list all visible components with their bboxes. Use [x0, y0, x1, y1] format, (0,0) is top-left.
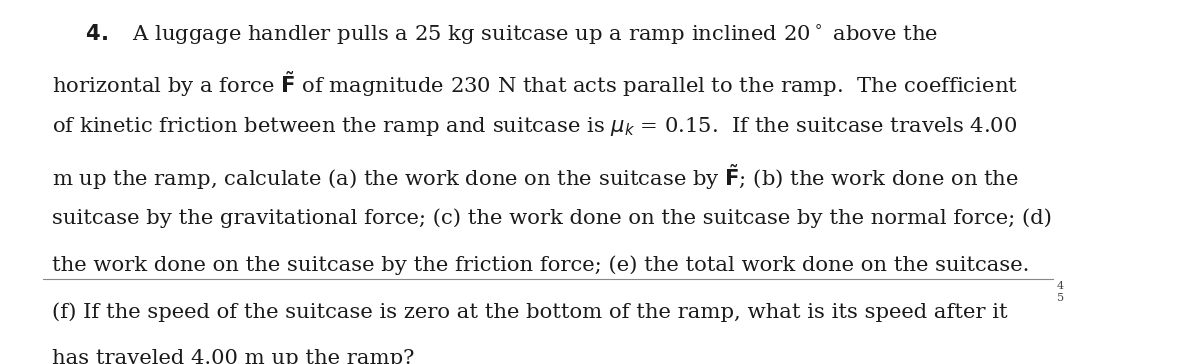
Text: has traveled 4.00 m up the ramp?: has traveled 4.00 m up the ramp? [52, 349, 414, 364]
Text: horizontal by a force $\tilde{\mathbf{F}}$ of magnitude 230 N that acts parallel: horizontal by a force $\tilde{\mathbf{F}… [52, 69, 1018, 99]
Text: suitcase by the gravitational force; (c) the work done on the suitcase by the no: suitcase by the gravitational force; (c)… [52, 209, 1052, 228]
Text: 4
5: 4 5 [1057, 281, 1063, 303]
Text: $\mathbf{4.}$   A luggage handler pulls a 25 kg suitcase up a ramp inclined 20$^: $\mathbf{4.}$ A luggage handler pulls a … [52, 22, 938, 46]
Text: (f) If the speed of the suitcase is zero at the bottom of the ramp, what is its : (f) If the speed of the suitcase is zero… [52, 302, 1008, 322]
Text: of kinetic friction between the ramp and suitcase is $\mu_k$ = 0.15.  If the sui: of kinetic friction between the ramp and… [52, 115, 1018, 138]
Text: m up the ramp, calculate (a) the work done on the suitcase by $\tilde{\mathbf{F}: m up the ramp, calculate (a) the work do… [52, 162, 1019, 192]
Text: the work done on the suitcase by the friction force; (e) the total work done on : the work done on the suitcase by the fri… [52, 256, 1030, 275]
